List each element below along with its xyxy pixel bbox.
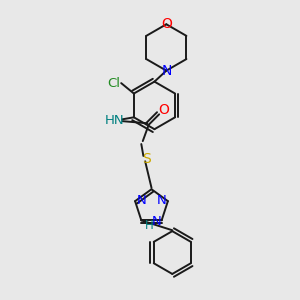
Text: S: S [142,152,151,166]
Text: N: N [152,215,161,228]
Text: N: N [157,194,166,207]
Text: O: O [161,17,172,31]
Text: HN: HN [105,114,124,127]
Text: N: N [161,64,172,78]
Text: Cl: Cl [107,76,120,90]
Text: H: H [145,219,154,232]
Text: N: N [137,194,146,207]
Text: O: O [158,103,169,117]
